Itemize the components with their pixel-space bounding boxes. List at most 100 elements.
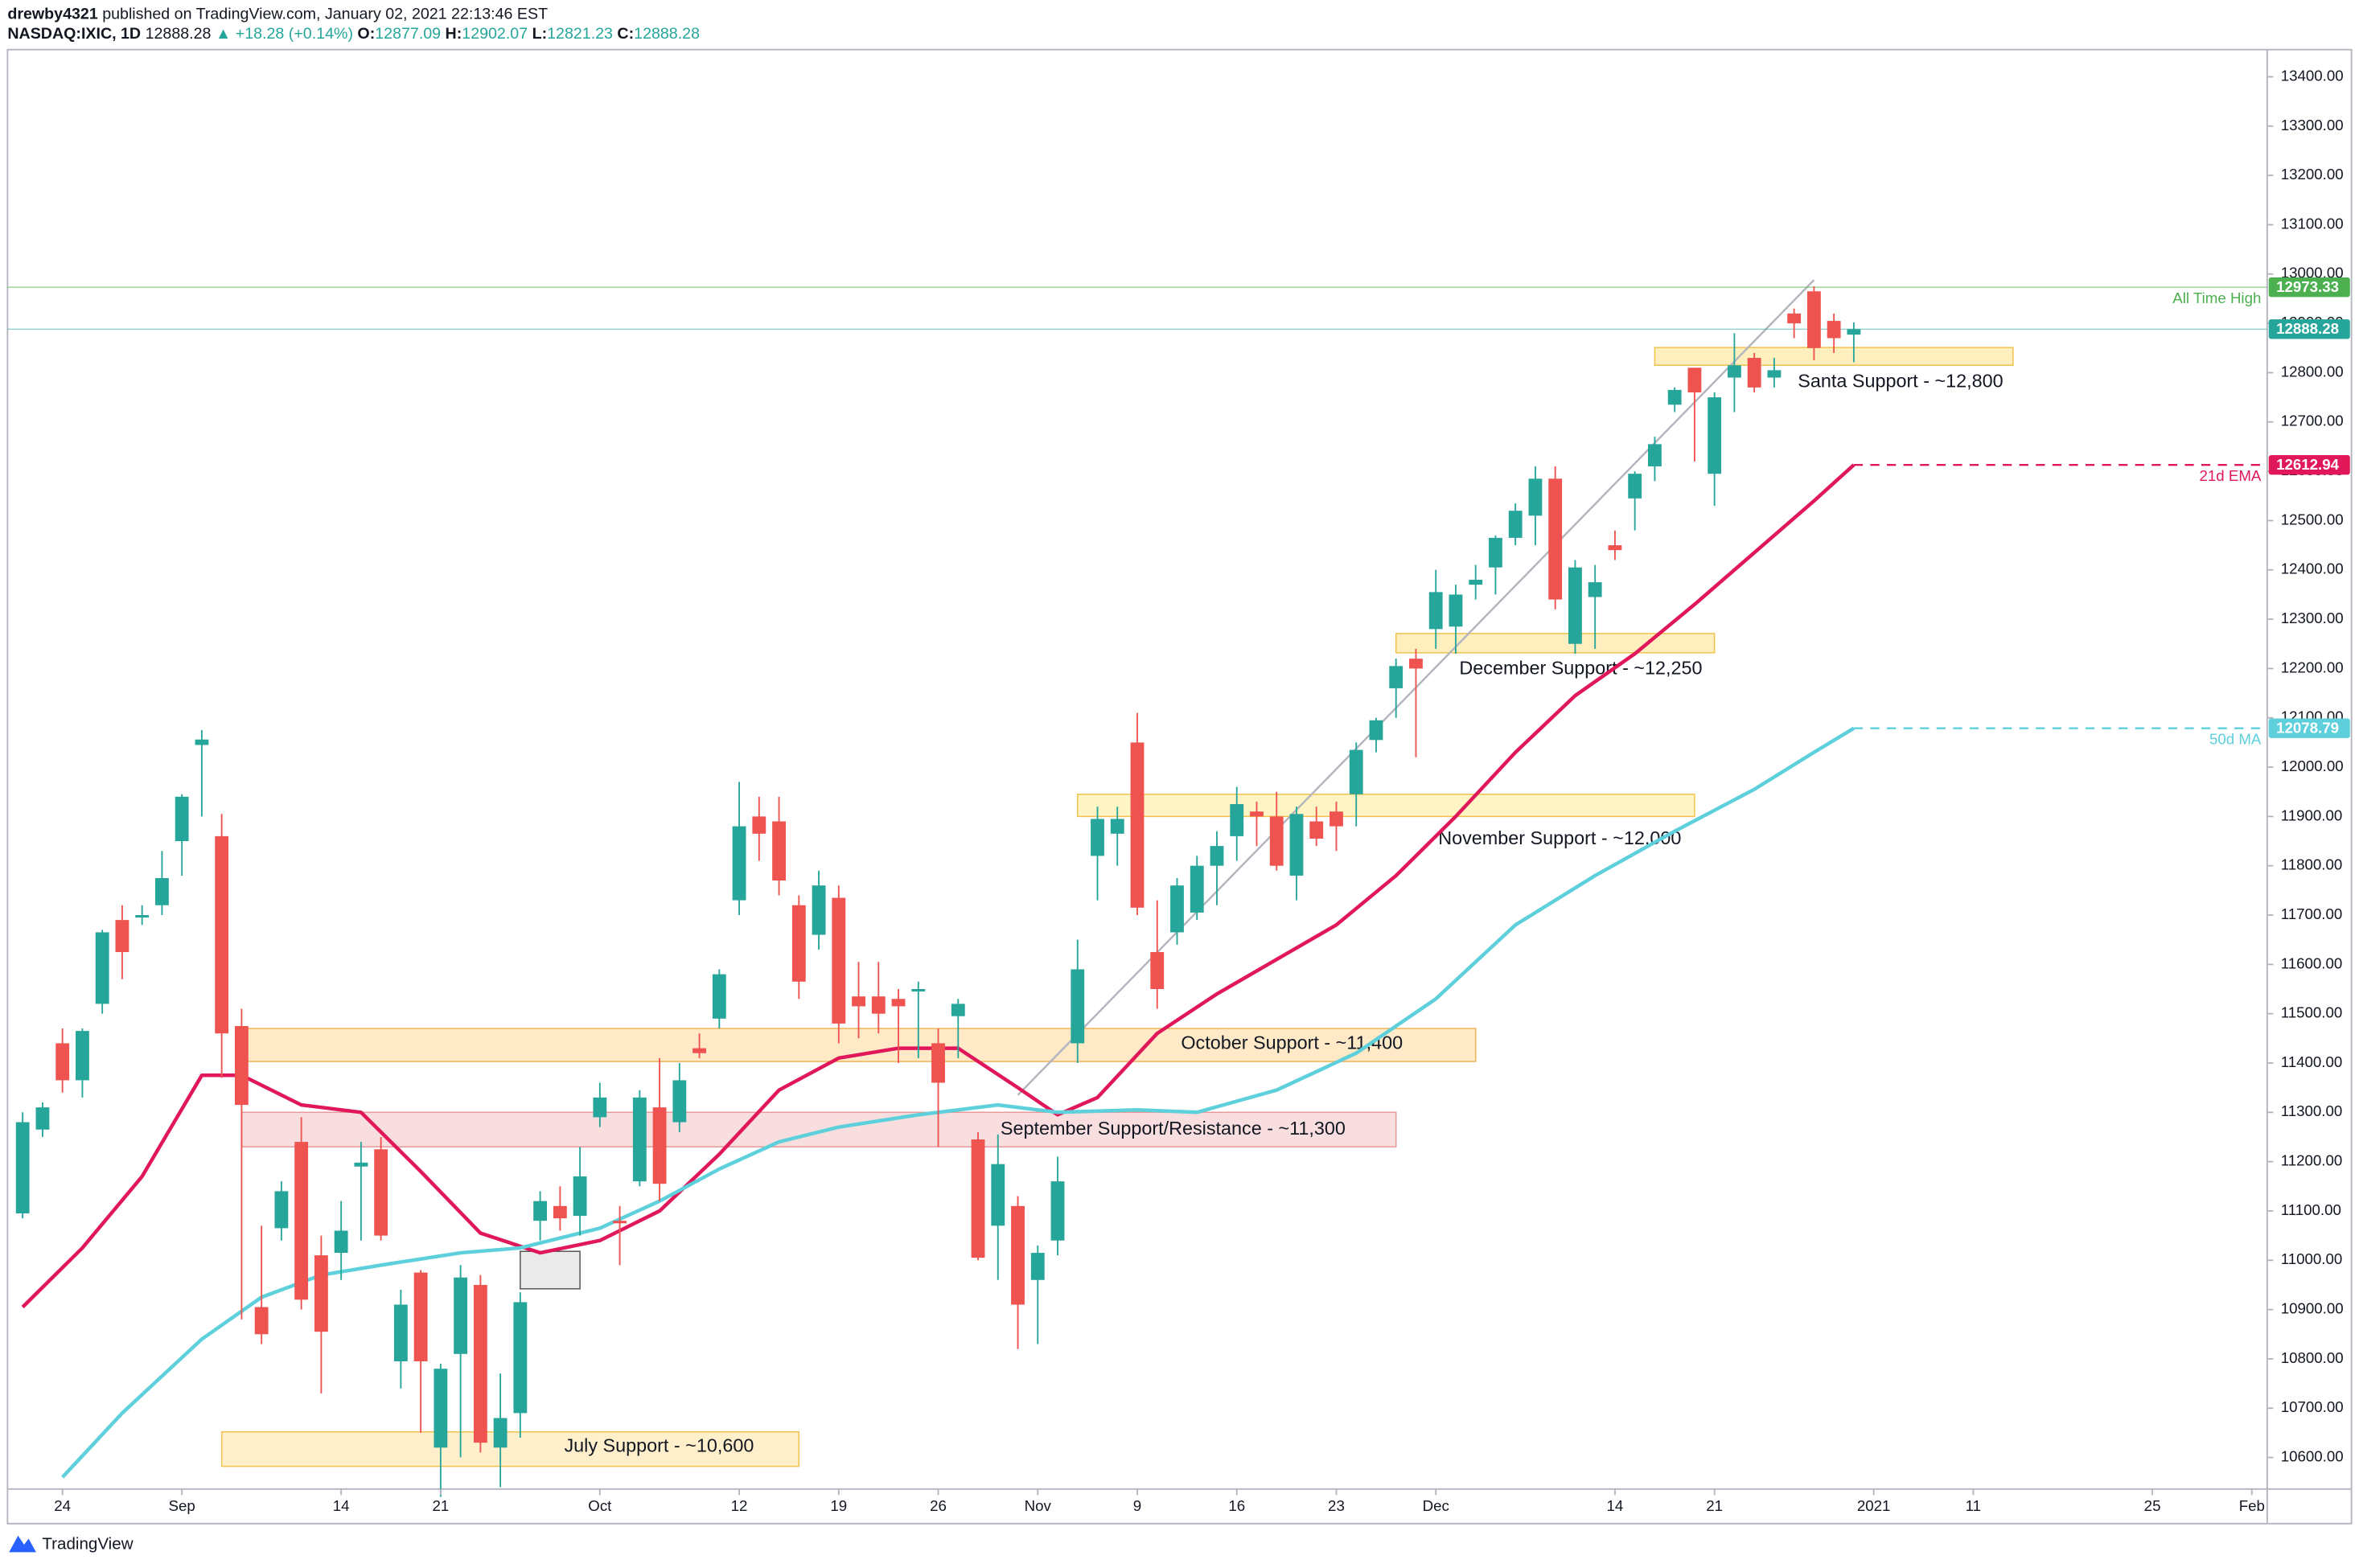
y-tick-label: 11000.00: [2281, 1250, 2343, 1267]
price-label: 12078.79: [2276, 720, 2339, 737]
candle-body: [1787, 313, 1802, 324]
candle-body: [712, 974, 726, 1019]
x-tick-label: 16: [1228, 1497, 1245, 1514]
open-value: 12877.09: [375, 25, 441, 43]
footer-logo: TradingView: [9, 1534, 134, 1553]
candle-body: [1250, 811, 1264, 817]
y-tick-label: 12000.00: [2281, 757, 2344, 774]
y-tick-label: 11500.00: [2281, 1004, 2343, 1021]
candle-body: [732, 826, 746, 901]
zone: [240, 1111, 1397, 1147]
candle-body: [1269, 816, 1284, 866]
x-tick-label: 23: [1328, 1497, 1345, 1514]
zone-label: November Support - ~12,000: [1438, 827, 1681, 848]
chart-frame: [6, 48, 2353, 1525]
candle-body: [533, 1201, 548, 1221]
candle-body: [493, 1418, 508, 1448]
high-label: H:: [446, 25, 462, 43]
price-label: 12973.33: [2276, 278, 2339, 295]
x-tick-label: 26: [930, 1497, 947, 1514]
y-tick-label: 13200.00: [2281, 166, 2344, 183]
y-tick-label: 10800.00: [2281, 1349, 2344, 1366]
y-tick-label: 11600.00: [2281, 954, 2343, 971]
candle-body: [672, 1080, 687, 1123]
high-value: 12902.07: [462, 25, 528, 43]
price-label-box: [2268, 277, 2350, 298]
candle-body: [175, 796, 189, 842]
candle-body: [871, 996, 886, 1014]
zone: [220, 1430, 800, 1467]
zone: [520, 1250, 581, 1290]
candle-body: [1508, 511, 1523, 538]
low-value: 12821.23: [547, 25, 613, 43]
x-tick-label: 24: [54, 1497, 71, 1514]
candle-body: [294, 1142, 309, 1300]
x-tick-label: 19: [830, 1497, 847, 1514]
low-label: L:: [532, 25, 548, 43]
x-tick-label: 21: [1706, 1497, 1723, 1514]
candle-body: [1150, 951, 1165, 989]
candle-body: [1330, 811, 1343, 827]
candle-body: [1409, 659, 1423, 669]
candle-body: [971, 1139, 985, 1258]
candle-body: [752, 816, 766, 834]
price-label-box: [2268, 718, 2350, 738]
zone: [1395, 633, 1716, 654]
indicator-name: 50d MA: [2209, 731, 2262, 748]
candle-body: [573, 1176, 587, 1217]
candle-body: [791, 905, 806, 982]
zone-label: December Support - ~12,250: [1459, 658, 1702, 679]
x-tick-label: Dec: [1423, 1497, 1449, 1514]
candle-body: [1747, 358, 1761, 388]
price-label: 12612.94: [2276, 456, 2340, 473]
close-label: C:: [617, 25, 634, 43]
candle-body: [1528, 478, 1543, 516]
y-tick-label: 11700.00: [2281, 905, 2343, 922]
price-label: 12888.28: [2276, 320, 2339, 337]
y-tick-label: 12200.00: [2281, 659, 2344, 675]
candle-body: [553, 1205, 567, 1219]
x-tick-label: Oct: [588, 1497, 612, 1514]
symbol-line: NASDAQ:IXIC, 1D 12888.28 ▲ +18.28 (+0.14…: [7, 25, 700, 43]
candle-body: [154, 878, 169, 905]
candle-body: [314, 1255, 328, 1332]
candle-body: [55, 1043, 70, 1081]
x-tick-label: 9: [1133, 1497, 1141, 1514]
zone-label: September Support/Resistance - ~11,300: [1001, 1118, 1346, 1139]
candle-body: [1210, 846, 1224, 866]
symbol: NASDAQ:IXIC, 1D: [7, 25, 141, 43]
y-tick-label: 13100.00: [2281, 215, 2344, 232]
candle-body: [1806, 291, 1821, 348]
y-tick-label: 10700.00: [2281, 1398, 2344, 1415]
price-label-box: [2268, 319, 2350, 339]
candle-body: [1667, 389, 1682, 405]
candle-body: [35, 1107, 50, 1130]
y-tick-label: 11400.00: [2281, 1053, 2343, 1070]
candle-body: [1548, 478, 1563, 600]
candle-body: [135, 915, 150, 918]
candle-body: [513, 1302, 528, 1414]
y-tick-label: 10900.00: [2281, 1300, 2344, 1317]
candle-body: [1110, 819, 1124, 834]
candle-body: [1289, 814, 1304, 876]
candle-body: [1349, 749, 1363, 794]
zone: [1077, 794, 1695, 818]
candle-body: [215, 835, 229, 1034]
x-tick-label: 14: [333, 1497, 350, 1514]
open-label: O:: [357, 25, 375, 43]
candle-body: [1309, 821, 1324, 839]
y-tick-label: 12400.00: [2281, 560, 2344, 577]
candle-body: [1469, 580, 1483, 585]
x-tick-label: 12: [731, 1497, 748, 1514]
y-tick-label: 12500.00: [2281, 511, 2344, 527]
candle-body: [1230, 804, 1244, 836]
candle-body: [692, 1048, 706, 1053]
author: drewby4321: [7, 6, 97, 23]
candle-body: [15, 1122, 30, 1214]
candle-body: [772, 821, 786, 881]
candle-body: [1071, 969, 1085, 1044]
candle-body: [393, 1304, 408, 1361]
candle-body: [812, 885, 826, 935]
close-value: 12888.28: [634, 25, 700, 43]
candle-body: [1011, 1205, 1025, 1305]
